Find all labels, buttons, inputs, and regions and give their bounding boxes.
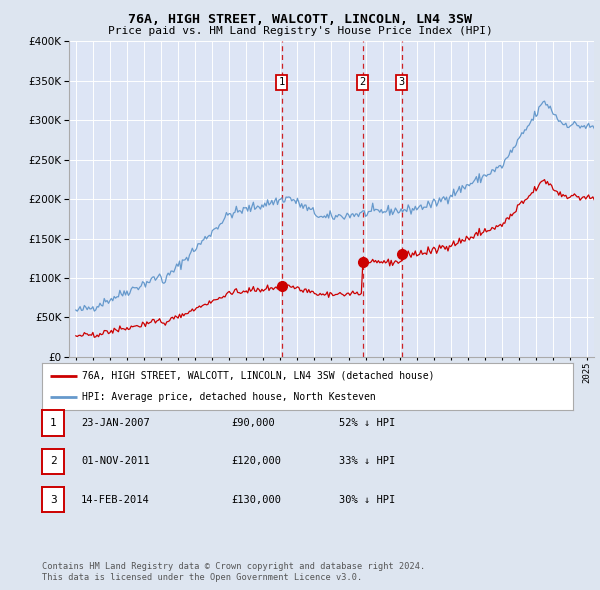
Text: Price paid vs. HM Land Registry's House Price Index (HPI): Price paid vs. HM Land Registry's House … xyxy=(107,26,493,36)
Text: £90,000: £90,000 xyxy=(231,418,275,428)
Text: £120,000: £120,000 xyxy=(231,457,281,466)
Text: 33% ↓ HPI: 33% ↓ HPI xyxy=(339,457,395,466)
Text: This data is licensed under the Open Government Licence v3.0.: This data is licensed under the Open Gov… xyxy=(42,572,362,582)
Text: HPI: Average price, detached house, North Kesteven: HPI: Average price, detached house, Nort… xyxy=(82,392,376,402)
Text: Contains HM Land Registry data © Crown copyright and database right 2024.: Contains HM Land Registry data © Crown c… xyxy=(42,562,425,571)
Text: 23-JAN-2007: 23-JAN-2007 xyxy=(81,418,150,428)
Text: £130,000: £130,000 xyxy=(231,495,281,504)
Text: 01-NOV-2011: 01-NOV-2011 xyxy=(81,457,150,466)
Text: 14-FEB-2014: 14-FEB-2014 xyxy=(81,495,150,504)
Text: 2: 2 xyxy=(50,457,56,466)
Text: 1: 1 xyxy=(278,77,284,87)
Text: 76A, HIGH STREET, WALCOTT, LINCOLN, LN4 3SW (detached house): 76A, HIGH STREET, WALCOTT, LINCOLN, LN4 … xyxy=(82,371,434,381)
Text: 76A, HIGH STREET, WALCOTT, LINCOLN, LN4 3SW: 76A, HIGH STREET, WALCOTT, LINCOLN, LN4 … xyxy=(128,13,472,26)
Text: 30% ↓ HPI: 30% ↓ HPI xyxy=(339,495,395,504)
Text: 1: 1 xyxy=(50,418,56,428)
Text: 52% ↓ HPI: 52% ↓ HPI xyxy=(339,418,395,428)
Text: 3: 3 xyxy=(50,495,56,504)
Text: 3: 3 xyxy=(398,77,405,87)
Text: 2: 2 xyxy=(359,77,366,87)
